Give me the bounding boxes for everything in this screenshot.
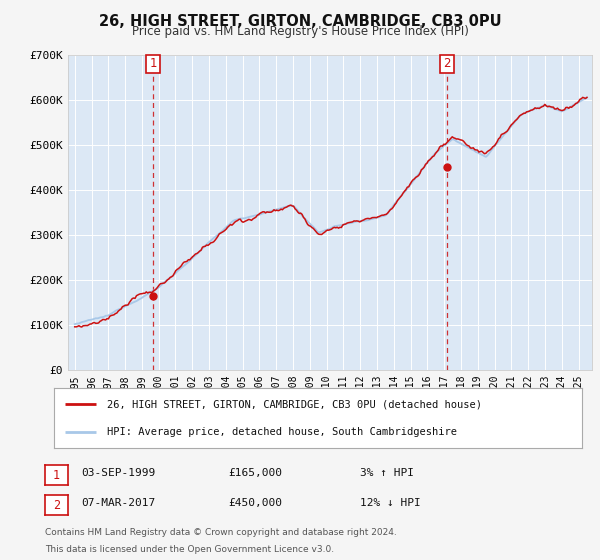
Text: 26, HIGH STREET, GIRTON, CAMBRIDGE, CB3 0PU: 26, HIGH STREET, GIRTON, CAMBRIDGE, CB3 … [98, 14, 502, 29]
Text: Contains HM Land Registry data © Crown copyright and database right 2024.: Contains HM Land Registry data © Crown c… [45, 528, 397, 537]
Text: 3% ↑ HPI: 3% ↑ HPI [360, 468, 414, 478]
Text: 07-MAR-2017: 07-MAR-2017 [81, 498, 155, 508]
Text: 26, HIGH STREET, GIRTON, CAMBRIDGE, CB3 0PU (detached house): 26, HIGH STREET, GIRTON, CAMBRIDGE, CB3 … [107, 399, 482, 409]
Text: 1: 1 [53, 469, 60, 482]
Text: £165,000: £165,000 [228, 468, 282, 478]
Text: 2: 2 [443, 58, 451, 71]
Text: 1: 1 [149, 58, 157, 71]
Text: 2: 2 [53, 499, 60, 512]
Text: 03-SEP-1999: 03-SEP-1999 [81, 468, 155, 478]
Text: £450,000: £450,000 [228, 498, 282, 508]
Text: This data is licensed under the Open Government Licence v3.0.: This data is licensed under the Open Gov… [45, 545, 334, 554]
Text: 12% ↓ HPI: 12% ↓ HPI [360, 498, 421, 508]
Text: HPI: Average price, detached house, South Cambridgeshire: HPI: Average price, detached house, Sout… [107, 427, 457, 437]
Text: Price paid vs. HM Land Registry's House Price Index (HPI): Price paid vs. HM Land Registry's House … [131, 25, 469, 38]
